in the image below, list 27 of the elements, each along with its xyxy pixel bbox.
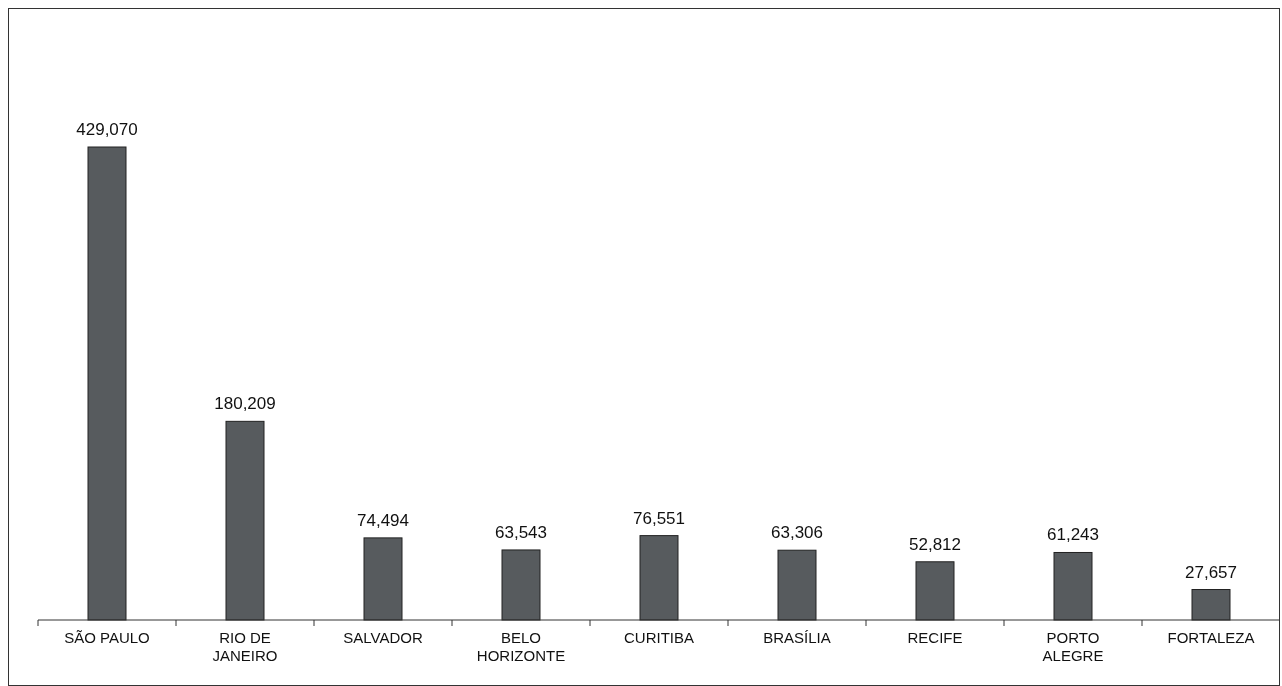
x-tick-label: BRASÍLIA — [763, 629, 831, 646]
x-tick-label: RECIFE — [907, 629, 963, 646]
data-label: 63,306 — [771, 523, 823, 543]
bar — [777, 549, 817, 621]
data-label: 180,209 — [214, 394, 276, 414]
x-tick-label: SALVADOR — [343, 629, 423, 646]
x-tick-label: PORTO ALEGRE — [1042, 629, 1104, 664]
bar — [225, 420, 265, 621]
bar — [87, 146, 127, 621]
bar — [915, 561, 955, 621]
data-label: 27,657 — [1185, 562, 1237, 582]
bar — [1053, 551, 1093, 621]
x-tick-label: FORTALEZA — [1167, 629, 1255, 646]
x-tick-label: CURITIBA — [623, 629, 695, 646]
x-tick-label: RIO DE JANEIRO — [212, 629, 278, 664]
bar — [1191, 589, 1231, 621]
data-label: 74,494 — [357, 510, 409, 530]
bar — [639, 535, 679, 621]
data-label: 63,543 — [495, 522, 547, 542]
bar — [363, 537, 403, 621]
x-tick-label: BELO HORIZONTE — [476, 629, 566, 664]
data-label: 52,812 — [909, 534, 961, 554]
bar — [501, 549, 541, 621]
x-tick-label: SÃO PAULO — [64, 629, 150, 646]
data-label: 429,070 — [76, 120, 138, 139]
data-label: 76,551 — [633, 508, 685, 528]
data-label: 61,243 — [1047, 525, 1099, 545]
